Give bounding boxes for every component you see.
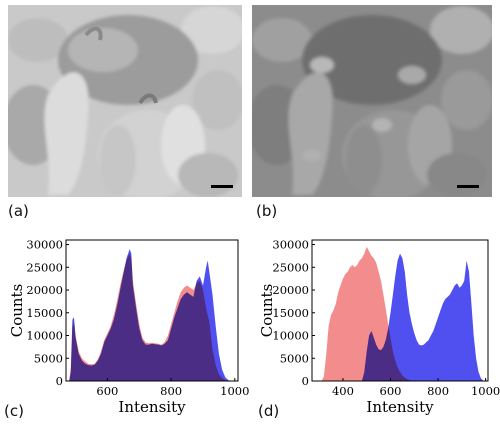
x-tick-label: 800 [160,384,182,398]
x-axis-label: Intensity [366,398,434,416]
x-tick-label: 600 [96,384,118,398]
x-tick-label: 600 [380,384,402,398]
x-tick-label: 400 [332,384,354,398]
y-tick-label: 10000 [272,329,309,343]
x-axis-label: Intensity [118,398,186,416]
y-tick-label: 25000 [26,260,63,274]
histogram-chart-c: 0 5000 10000 15000 20000 25000 30000 600 800 1000… [8,238,249,416]
y-tick-label: 30000 [272,238,309,252]
y-tick-label: 0 [56,374,63,388]
y-tick-label: 15000 [272,306,309,320]
x-tick-label: 800 [427,384,449,398]
plot-frame [65,239,239,382]
panel-label-d: (d) [258,402,280,420]
y-axis-label: Counts [258,284,276,338]
panel-label-c: (c) [4,402,24,420]
y-tick-label: 20000 [272,283,309,297]
x-tick-label: 1000 [220,384,249,398]
photo-panel-a [8,5,242,197]
y-tick-label: 10000 [26,329,63,343]
y-tick-label: 15000 [26,306,63,320]
series-area-0 [319,246,415,381]
y-tick-label: 30000 [26,238,63,252]
y-tick-label: 5000 [280,351,309,365]
photo-panel-b [252,5,492,197]
series-area-0 [69,253,235,381]
x-tick-label: 1000 [471,384,500,398]
y-tick-label: 5000 [34,351,63,365]
series-area-1 [361,253,486,381]
panel-label-a: (a) [8,202,29,220]
panel-label-b: (b) [256,202,278,220]
plot-frame [311,239,489,382]
y-axis-label: Counts [8,284,26,338]
histogram-chart-d: 0 5000 10000 15000 20000 25000 30000 400 600 800 1… [258,238,500,416]
y-tick-label: 25000 [272,260,309,274]
y-tick-label: 0 [302,374,309,388]
y-tick-label: 20000 [26,283,63,297]
